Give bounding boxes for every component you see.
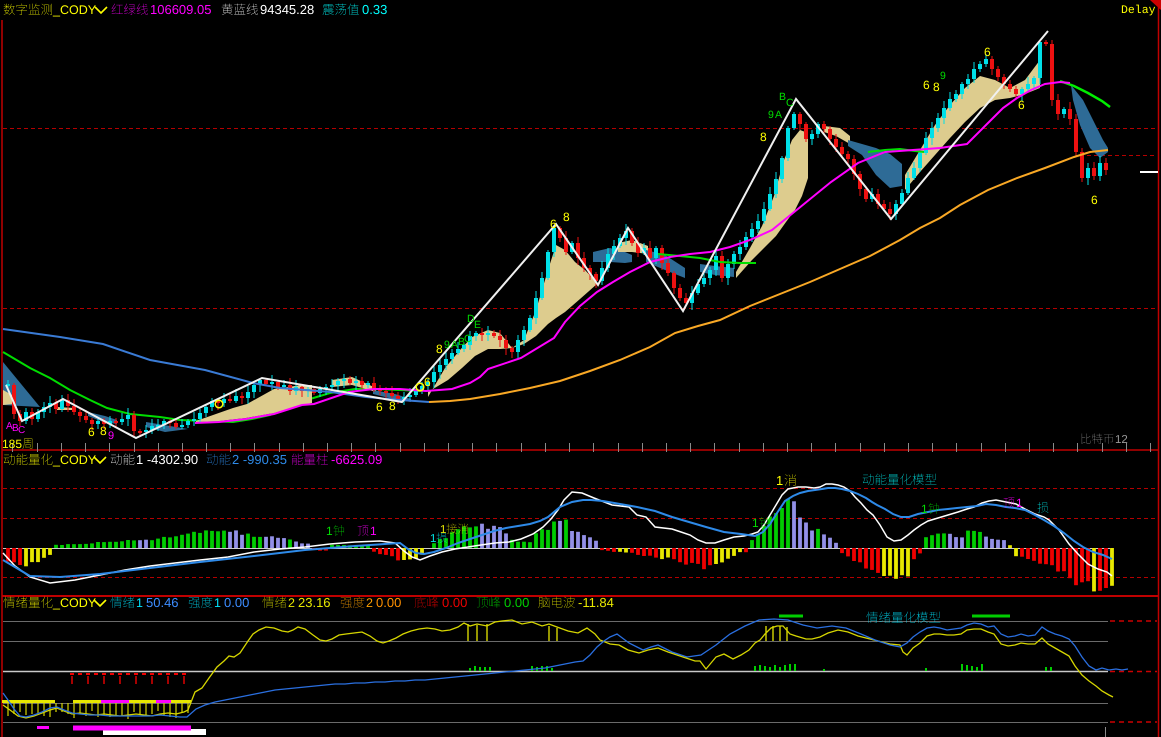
svg-text:1 -4302.90: 1 -4302.90 [136, 452, 198, 467]
svg-text:12: 12 [1115, 434, 1128, 446]
svg-text:-11.84: -11.84 [578, 595, 614, 610]
svg-text:C: C [786, 97, 794, 109]
svg-text:8: 8 [760, 130, 767, 144]
svg-text:6: 6 [376, 400, 383, 414]
svg-text:8: 8 [389, 399, 396, 413]
svg-text:1: 1 [214, 596, 221, 610]
svg-text:B: B [12, 423, 19, 434]
svg-text:Delay: Delay [1121, 4, 1156, 17]
svg-text:1: 1 [440, 524, 446, 536]
svg-text:_CODY: _CODY [52, 453, 97, 467]
svg-text:6: 6 [88, 425, 95, 439]
svg-text:23.16: 23.16 [298, 595, 331, 610]
svg-text:8: 8 [100, 424, 107, 438]
svg-text:1: 1 [776, 473, 783, 488]
svg-text:2: 2 [288, 596, 295, 610]
svg-text:_CODY: _CODY [52, 596, 97, 610]
svg-text:6: 6 [923, 78, 930, 92]
svg-text:2 -990.35: 2 -990.35 [232, 452, 287, 467]
svg-text:9: 9 [940, 70, 946, 82]
svg-text:B: B [458, 336, 465, 348]
svg-text:C: C [464, 333, 472, 345]
svg-text:8: 8 [933, 80, 940, 94]
svg-text:0.00: 0.00 [224, 595, 249, 610]
svg-text:-6625.09: -6625.09 [331, 452, 382, 467]
svg-text:6: 6 [424, 375, 431, 389]
svg-text:1: 1 [430, 533, 436, 545]
svg-text:B: B [779, 91, 786, 103]
svg-text:9: 9 [768, 109, 774, 121]
svg-text:1: 1 [326, 524, 333, 538]
svg-text:0.33: 0.33 [362, 2, 387, 17]
svg-text:8: 8 [436, 342, 443, 356]
svg-text:0.00: 0.00 [376, 595, 401, 610]
svg-text:E: E [474, 319, 481, 331]
svg-text:0.00: 0.00 [504, 595, 529, 610]
svg-text:6: 6 [1018, 98, 1025, 112]
svg-text:106609.05: 106609.05 [150, 2, 211, 17]
svg-text:6: 6 [550, 217, 557, 231]
svg-text:8: 8 [563, 210, 570, 224]
svg-text:0.00: 0.00 [442, 595, 467, 610]
svg-text:185: 185 [2, 437, 22, 451]
svg-text:1: 1 [136, 596, 143, 610]
svg-text:2: 2 [366, 596, 373, 610]
svg-text:6: 6 [984, 45, 991, 59]
svg-text:A: A [775, 109, 782, 121]
svg-text:9: 9 [108, 430, 114, 442]
svg-text:1: 1 [1016, 496, 1023, 510]
svg-text:1: 1 [370, 524, 377, 538]
svg-text:9: 9 [444, 339, 450, 351]
svg-text:A: A [6, 421, 13, 432]
svg-text:_CODY: _CODY [52, 3, 97, 17]
svg-text:A: A [451, 339, 458, 351]
svg-text:1: 1 [752, 516, 759, 530]
svg-text:C: C [18, 425, 25, 436]
svg-text:6: 6 [1091, 193, 1098, 207]
svg-text:50.46: 50.46 [146, 595, 179, 610]
svg-text:1: 1 [921, 502, 928, 516]
svg-text:94345.28: 94345.28 [260, 2, 314, 17]
svg-text:D: D [467, 313, 475, 325]
